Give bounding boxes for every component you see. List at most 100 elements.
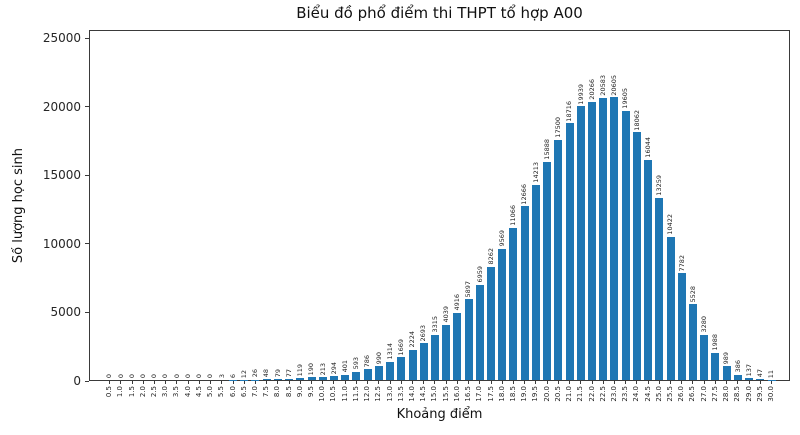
bar-zone: 17500 (553, 31, 564, 380)
bar (498, 248, 507, 380)
x-tick-label: 22.0 (587, 386, 596, 402)
bar-column: 11066 18.5 (508, 31, 519, 435)
bar-zone: 0 (183, 31, 194, 380)
x-tick-mark (636, 381, 638, 384)
bar-value-label: 3 (217, 373, 226, 378)
bar (285, 378, 294, 380)
bar (543, 162, 552, 380)
bar-column: 2224 14.0 (407, 31, 418, 435)
bar-zone: 213 (317, 31, 328, 380)
x-tick-label: 0.5 (105, 386, 114, 398)
bar-zone: 0 (104, 31, 115, 380)
bar-column: 19605 23.5 (620, 31, 631, 435)
bar-zone: 18716 (564, 31, 575, 380)
bar-zone: 1669 (396, 31, 407, 380)
bar-value-label: 990 (374, 352, 383, 365)
bar (397, 357, 406, 380)
bar-value-label: 19939 (576, 83, 585, 105)
x-tick-label: 11.5 (351, 386, 360, 402)
y-tick-label: 25000 (42, 31, 81, 45)
x-tick-label: 13.5 (396, 386, 405, 402)
bar-zone: 137 (743, 31, 754, 380)
x-tick-label: 16.0 (452, 386, 461, 402)
bar-value-label: 0 (161, 373, 170, 378)
bar (531, 185, 540, 380)
bar-value-label: 20605 (610, 74, 619, 96)
bar-column: 0 5.0 (205, 31, 216, 435)
bar-column: 8262 17.5 (485, 31, 496, 435)
bar-value-label: 11066 (509, 205, 518, 227)
bar-column: 47 29.5 (755, 31, 766, 435)
bar-zone: 0 (194, 31, 205, 380)
bar-column: 0 4.0 (183, 31, 194, 435)
x-tick-mark (703, 381, 705, 384)
x-tick-mark (400, 381, 402, 384)
bar (307, 377, 316, 380)
x-tick-mark (468, 381, 470, 384)
x-tick-label: 17.5 (486, 386, 495, 402)
x-tick-mark (726, 381, 728, 384)
bar (430, 334, 439, 380)
x-tick-mark (580, 381, 582, 384)
x-tick-label: 28.5 (733, 386, 742, 402)
bar (745, 378, 754, 380)
y-tick-mark (85, 106, 89, 108)
bar-zone: 18062 (631, 31, 642, 380)
x-tick-label: 14.0 (408, 386, 417, 402)
bar-zone: 6 (227, 31, 238, 380)
bar-value-label: 137 (744, 363, 753, 377)
x-tick-mark (434, 381, 436, 384)
x-tick-label: 24.0 (632, 386, 641, 402)
bar-column: 0 2.5 (149, 31, 160, 435)
x-tick-label: 22.5 (598, 386, 607, 402)
x-tick-mark (232, 381, 234, 384)
x-tick-label: 21.5 (576, 386, 585, 402)
bar-zone: 12666 (519, 31, 530, 380)
x-tick-mark (288, 381, 290, 384)
x-tick-mark (311, 381, 313, 384)
bar-column: 137 29.0 (743, 31, 754, 435)
x-tick-mark (367, 381, 369, 384)
bar (352, 371, 361, 380)
x-tick-label: 25.0 (654, 386, 663, 402)
bar-value-label: 1314 (385, 343, 394, 360)
x-tick-mark (714, 381, 716, 384)
bar-column: 190 9.5 (306, 31, 317, 435)
bar-zone: 0 (149, 31, 160, 380)
bar (711, 352, 720, 380)
bar-column: 1314 13.0 (384, 31, 395, 435)
x-tick-label: 18.5 (508, 386, 517, 402)
bar-column: 20266 22.0 (586, 31, 597, 435)
x-tick-mark (355, 381, 357, 384)
x-tick-mark (501, 381, 503, 384)
bar-zone: 3280 (699, 31, 710, 380)
bar-zone: 19605 (620, 31, 631, 380)
bar-zone: 5897 (463, 31, 474, 380)
x-tick-mark (445, 381, 447, 384)
x-tick-mark (210, 381, 212, 384)
bar-value-label: 119 (296, 363, 305, 377)
bar (374, 366, 383, 380)
bar-zone: 26 (250, 31, 261, 380)
bar (487, 266, 496, 380)
x-tick-mark (109, 381, 111, 384)
x-tick-label: 4.0 (183, 386, 192, 398)
x-tick-label: 19.0 (520, 386, 529, 402)
bar-column: 989 28.0 (721, 31, 732, 435)
bar-value-label: 20583 (598, 74, 607, 96)
chart-title: Biểu đồ phổ điểm thi THPT tổ hợp A00 (296, 4, 583, 22)
bar-value-label: 12 (239, 369, 248, 378)
bar (453, 312, 462, 380)
bars-container: 0 0.5 0 1.0 0 1.5 0 2.0 0 2.5 0 3.0 0 3.5 0 4.0 0 4.5 0 5.0… (104, 31, 777, 435)
bar-column: 1988 27.5 (710, 31, 721, 435)
bar-zone: 5528 (687, 31, 698, 380)
x-tick-label: 15.0 (430, 386, 439, 402)
x-tick-mark (153, 381, 155, 384)
bar-value-label: 9569 (498, 230, 507, 247)
bar-zone: 1988 (710, 31, 721, 380)
bar-value-label: 989 (722, 352, 731, 365)
bar-column: 12666 19.0 (519, 31, 530, 435)
bar-value-label: 2693 (419, 324, 428, 342)
x-tick-mark (322, 381, 324, 384)
x-tick-mark (748, 381, 750, 384)
